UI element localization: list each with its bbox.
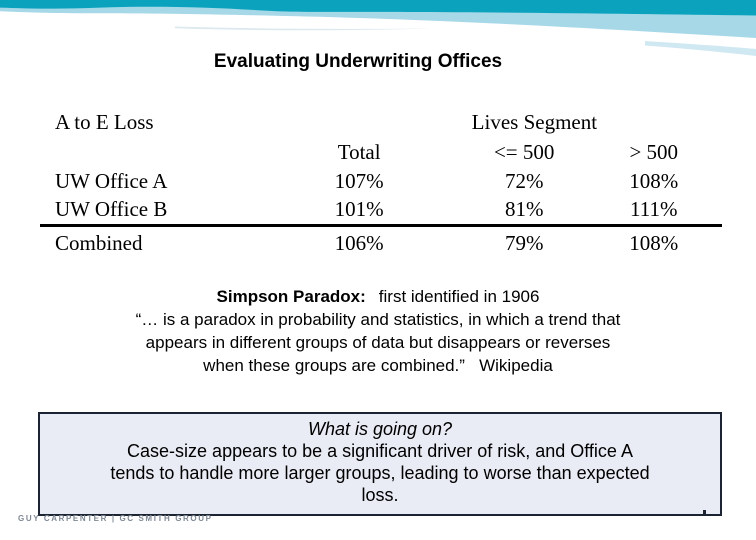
wave-pale-right (645, 41, 756, 56)
simpson-paradox-block: Simpson Paradox: first identified in 1906… (20, 285, 736, 377)
ae-loss-table: A to E Loss Lives Segment Total <= 500 >… (40, 110, 722, 261)
table-header-group-row: A to E Loss Lives Segment (40, 110, 722, 140)
cell-gt500: 108% (629, 231, 679, 255)
simpson-quote-line: appears in different groups of data but … (145, 333, 611, 352)
simpson-heading-rest: first identified in 1906 (378, 287, 540, 306)
simpson-heading-term: Simpson Paradox: (216, 287, 366, 306)
cell-total: 106% (334, 231, 384, 255)
col-header-total: Total (337, 140, 381, 164)
footer-brand-text: GUY CARPENTER | GC SMITH GROUP (18, 514, 213, 523)
callout-question: What is going on? (307, 419, 453, 439)
table-row-office-a: UW Office A 107% 72% 108% (40, 169, 722, 197)
explanation-callout-box: What is going on? Case-size appears to b… (38, 412, 722, 516)
table-corner-label: A to E Loss (55, 110, 154, 134)
callout-text-line: Case-size appears to be a significant dr… (127, 441, 633, 461)
table-row-office-b: UW Office B 101% 81% 111% (40, 197, 722, 224)
cell-le500: 81% (504, 197, 544, 221)
cell-le500: 79% (504, 231, 544, 255)
page-number-mark (703, 510, 706, 516)
simpson-heading: Simpson Paradox: first identified in 1906 (20, 285, 736, 308)
cell-gt500: 111% (630, 197, 678, 221)
col-header-gt500: > 500 (629, 140, 679, 164)
table-group-header: Lives Segment (471, 110, 598, 134)
cell-total: 107% (334, 169, 384, 193)
simpson-quote-line: “… is a paradox in probability and stati… (135, 310, 621, 329)
page-title: Evaluating Underwriting Offices (213, 51, 503, 72)
top-banner-decoration (0, 0, 756, 56)
col-header-le500: <= 500 (493, 140, 555, 164)
wave-wisp-left (175, 26, 432, 31)
row-label: UW Office B (55, 197, 168, 221)
table-row-combined: Combined 106% 79% 108% (40, 224, 722, 261)
callout-text-line: loss. (361, 485, 399, 505)
cell-gt500: 108% (629, 169, 679, 193)
wave-dark-band (0, 0, 756, 16)
simpson-quote-line: when these groups are combined.” Wikiped… (203, 356, 553, 375)
table-column-header-row: Total <= 500 > 500 (40, 140, 722, 169)
cell-le500: 72% (504, 169, 544, 193)
row-label: Combined (55, 231, 143, 255)
cell-total: 101% (334, 197, 384, 221)
row-label: UW Office A (55, 169, 168, 193)
callout-text-line: tends to handle more larger groups, lead… (110, 463, 650, 483)
